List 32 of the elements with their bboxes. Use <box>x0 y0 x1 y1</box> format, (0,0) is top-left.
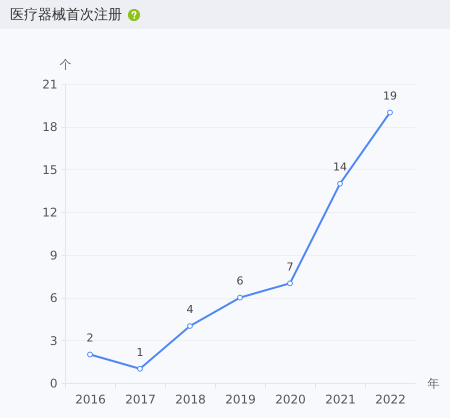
x-tick-label: 2021 <box>325 392 356 406</box>
y-tick-label: 12 <box>42 206 58 220</box>
data-label: 4 <box>186 303 194 316</box>
x-tick-label: 2020 <box>275 392 306 406</box>
data-label: 7 <box>286 260 294 274</box>
y-tick-label: 6 <box>50 291 58 306</box>
point <box>237 294 243 300</box>
chart-title: 医疗器械首次注册 <box>10 6 122 22</box>
x-tick-label: 2018 <box>175 392 206 406</box>
x-tick-label: 2019 <box>225 392 256 406</box>
x-tick-label: 2016 <box>75 392 106 406</box>
point <box>287 280 293 286</box>
x-tick-label: 2017 <box>125 392 156 406</box>
point <box>337 180 343 187</box>
y-tick-label: 15 <box>42 162 58 177</box>
x-tick-label: 2022 <box>375 392 406 406</box>
point <box>87 352 93 358</box>
y-tick-label: 3 <box>50 334 58 348</box>
y-tick-label: 9 <box>50 248 58 262</box>
data-label: 1 <box>136 346 144 359</box>
x-axis-title: 年 <box>428 376 440 390</box>
point <box>387 110 393 116</box>
data-label: 14 <box>333 160 347 174</box>
y-tick-label: 0 <box>50 376 58 390</box>
point <box>137 366 143 372</box>
data-label: 2 <box>86 332 94 345</box>
point <box>187 323 193 329</box>
y-tick-label: 18 <box>42 120 58 134</box>
data-label: 19 <box>383 89 397 102</box>
data-label: 6 <box>236 274 244 288</box>
y-axis-title: 个 <box>60 58 72 72</box>
y-tick-label: 21 <box>42 78 58 92</box>
